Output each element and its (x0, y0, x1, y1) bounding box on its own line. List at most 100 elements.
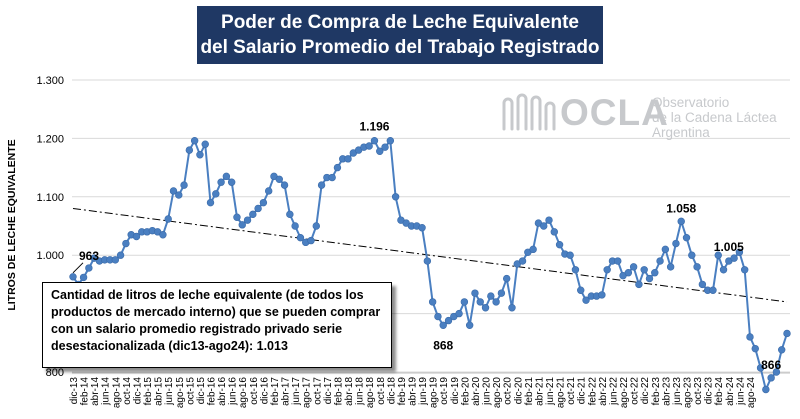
x-tick-label: oct-22 (630, 377, 641, 405)
data-point (598, 291, 606, 299)
logo-wordmark: OCLA (560, 92, 669, 133)
data-point (550, 228, 558, 236)
x-tick-label: feb-14 (80, 377, 91, 406)
data-point (217, 178, 225, 186)
x-tick-label: abr-19 (407, 377, 418, 406)
x-tick-label: abr-24 (725, 377, 736, 406)
x-tick-label: dic-18 (386, 377, 397, 405)
data-point (238, 221, 246, 229)
x-tick-label: ago-17 (302, 377, 313, 409)
data-point (661, 245, 670, 254)
x-tick-label: feb-19 (397, 377, 408, 406)
x-tick-label: feb-20 (460, 377, 471, 406)
data-point (233, 213, 241, 221)
x-tick-label: ago-14 (111, 377, 122, 409)
data-point (428, 298, 437, 306)
data-point (735, 248, 744, 256)
data-label: 1.058 (666, 201, 696, 215)
x-tick-label: feb-22 (587, 377, 598, 406)
data-point (190, 137, 199, 145)
data-point (677, 217, 685, 226)
data-label: 868 (433, 338, 453, 352)
data-point (746, 333, 754, 341)
data-point (312, 222, 320, 230)
x-tick-label: dic-21 (577, 377, 588, 405)
x-tick-label: jun-14 (101, 377, 112, 406)
data-point (688, 251, 696, 259)
data-point (756, 364, 765, 372)
data-point (376, 147, 384, 155)
data-point (762, 385, 770, 394)
x-tick-label: jun-19 (418, 377, 429, 406)
series-salary-purchasing-power (69, 137, 791, 394)
x-tick-label: dic-20 (513, 377, 524, 405)
data-point (175, 191, 183, 199)
x-tick-label: dic-16 (259, 377, 270, 405)
x-tick-label: jun-18 (355, 377, 366, 406)
x-tick-label: ago-21 (556, 377, 567, 409)
title-line-2: del Salario Promedio del Trabajo Registr… (200, 37, 600, 58)
data-point (772, 368, 781, 376)
data-point (259, 198, 268, 207)
x-tick-label: oct-18 (376, 377, 387, 405)
y-tick-label: 1.200 (36, 133, 64, 145)
x-tick-label: ago-23 (683, 377, 694, 409)
x-tick-label: jun-22 (608, 377, 619, 406)
data-point (540, 222, 548, 230)
data-point (555, 240, 564, 249)
x-tick-label: jun-20 (482, 377, 493, 406)
data-annotations: 963 1.196 868 1.058 1.005 866 (72, 120, 781, 372)
data-point (391, 193, 400, 201)
x-tick-label: oct-15 (185, 377, 196, 405)
x-tick-label: ago-20 (492, 377, 503, 409)
x-tick-label: ago-22 (619, 377, 630, 409)
data-point (487, 292, 495, 300)
data-label: 1.005 (714, 240, 744, 254)
data-point (180, 181, 188, 189)
data-point (502, 274, 511, 283)
data-point (434, 312, 442, 321)
data-point (682, 233, 691, 242)
data-point (518, 257, 527, 265)
x-tick-label: oct-14 (122, 377, 133, 405)
data-point (328, 173, 336, 182)
data-point (333, 163, 342, 172)
data-point (79, 273, 88, 282)
x-tick-label: jun-24 (735, 377, 746, 406)
y-tick-label: 1.000 (36, 250, 64, 262)
data-point (783, 329, 791, 338)
data-point (730, 254, 738, 262)
x-tick-label: feb-16 (207, 377, 218, 406)
x-tick-label: jun-16 (228, 377, 239, 406)
data-point (296, 233, 305, 242)
data-point (571, 266, 580, 274)
data-point (719, 266, 728, 274)
data-label: 1.196 (359, 120, 389, 134)
data-point (275, 175, 283, 183)
data-point (778, 346, 786, 354)
x-tick-label: dic-23 (704, 377, 715, 405)
data-point (222, 172, 231, 181)
x-tick-label: jun-21 (545, 377, 556, 406)
data-point (418, 224, 426, 232)
data-point (227, 178, 236, 186)
data-point (381, 143, 389, 151)
data-point (159, 231, 167, 239)
x-tick-labels: dic-13 feb-14 abr-14 jun-14 ago-14 oct-14 dic-… (69, 377, 757, 409)
data-label: 866 (761, 358, 781, 372)
data-point (317, 181, 326, 189)
x-tick-label: dic-15 (196, 377, 207, 405)
x-tick-label: oct-23 (693, 377, 704, 405)
x-tick-label: jun-15 (164, 377, 175, 406)
chart-title: Poder de Compra de Leche Equivalente del… (197, 6, 603, 64)
x-tick-label: ago-19 (429, 377, 440, 409)
data-point (264, 187, 273, 195)
data-point (439, 321, 447, 329)
data-point (640, 266, 648, 274)
data-point (577, 286, 585, 294)
data-point (254, 204, 262, 213)
note-box: Cantidad de litros de leche equivalente … (42, 282, 392, 368)
data-point (365, 142, 373, 150)
x-tick-label: oct-19 (439, 377, 450, 405)
